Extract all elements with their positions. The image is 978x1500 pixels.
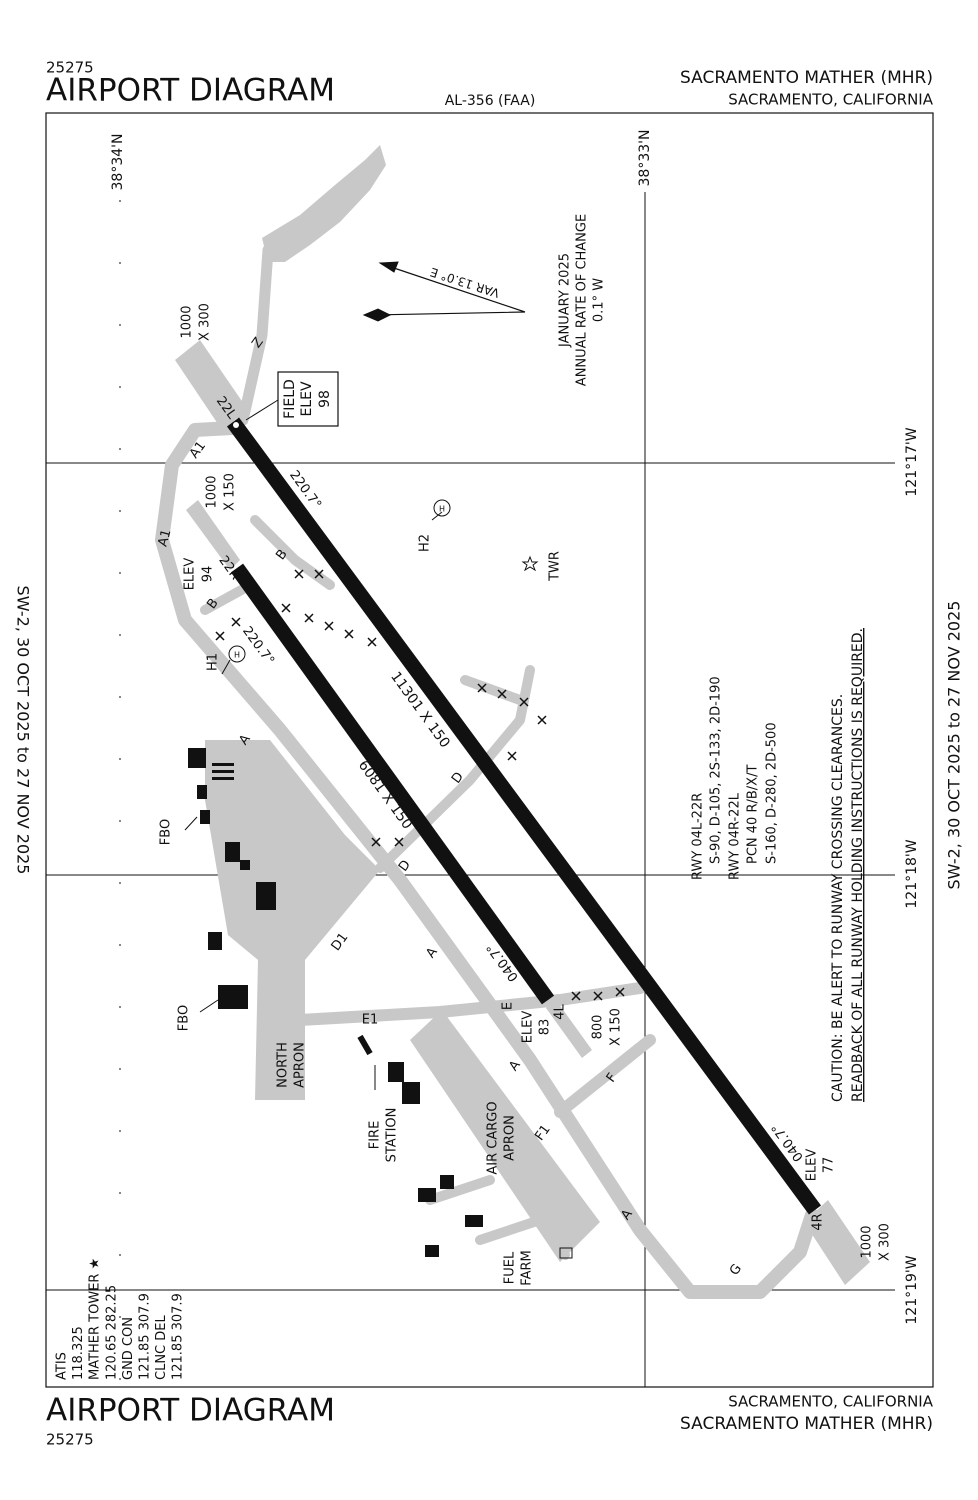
date: JANUARY 2025 [558, 253, 573, 348]
field-elev: 98 [317, 390, 333, 408]
var: VAR 13.0° E [428, 265, 501, 301]
taxiways: D1 [329, 930, 352, 954]
taxiways: E [501, 1002, 516, 1010]
elev-south: 77 [822, 1157, 837, 1174]
runway-info: S-160, D-280, 2D-500 [765, 722, 780, 864]
elev-south: 83 [538, 1019, 553, 1036]
elev-south: ELEV [521, 1011, 536, 1044]
extension-south: X 150 [609, 1008, 624, 1046]
fuel-farm: FARM [520, 1250, 535, 1285]
communications: 121.85 307.9 [138, 1293, 153, 1380]
heading-north: 220.7° [239, 624, 277, 668]
h2: H2 [418, 534, 433, 552]
airport: SACRAMENTO MATHER (MHR) [680, 1414, 933, 1434]
twr: TWR [548, 551, 563, 582]
rate-label: ANNUAL RATE OF CHANGE [575, 214, 590, 386]
taxiways: G [727, 1262, 745, 1279]
caution: CAUTION: BE ALERT TO RUNWAY CROSSING CLE… [830, 694, 846, 1102]
fuel-farm: FUEL [503, 1251, 518, 1284]
elev-south: ELEV [805, 1149, 820, 1182]
fire-station: FIRE [368, 1121, 383, 1150]
coordinates: 38°34'N [110, 134, 126, 191]
right: SW-2, 30 OCT 2025 to 27 NOV 2025 [945, 601, 964, 890]
runway-info: S-90, D-105, 2S-133, 2D-190 [709, 676, 724, 864]
field-elev: FIELD [282, 379, 298, 419]
blast-south: 1000 [860, 1225, 875, 1258]
north-apron: APRON [293, 1042, 308, 1088]
taxiways [155, 145, 870, 1299]
communications: 120.65 282.25 [104, 1285, 119, 1380]
fire-station: STATION [385, 1108, 400, 1163]
runway-info: RWY 04L-22R [691, 793, 706, 880]
communications: 118.325 [71, 1326, 86, 1380]
number: 25275 [46, 1431, 94, 1449]
airport: SACRAMENTO MATHER (MHR) [680, 68, 933, 88]
fbo: FBO [177, 1005, 192, 1031]
extension-north: X 150 [223, 473, 238, 511]
communications: ATIS [55, 1352, 70, 1380]
coordinates: 121°18'W [904, 839, 920, 908]
heliports: H [234, 651, 240, 660]
title: AIRPORT DIAGRAM [46, 73, 335, 109]
coordinates: 121°17'W [904, 427, 920, 496]
communications: CLNC DEL [154, 1315, 169, 1380]
extension-south: 800 [591, 1015, 606, 1040]
taxiways: A [423, 945, 440, 961]
caution: READBACK OF ALL RUNWAY HOLDING INSTRUCTI… [850, 628, 866, 1102]
procedure: AL-356 (FAA) [445, 93, 536, 109]
city: SACRAMENTO, CALIFORNIA [728, 91, 934, 109]
symbols [184, 261, 573, 1259]
communications: MATHER TOWER ★ [88, 1258, 103, 1380]
hold-markings [215, 569, 625, 1001]
taxiways: F1 [532, 1122, 553, 1144]
taxiways: A [506, 1058, 523, 1074]
north-apron: NORTH [276, 1042, 291, 1088]
elev-north: 94 [201, 566, 216, 583]
rate: 0.1° W [592, 278, 607, 322]
title: AIRPORT DIAGRAM [46, 1393, 335, 1429]
buildings [188, 748, 483, 1257]
elev-north: ELEV [183, 558, 198, 591]
communications: 121.85 307.9 [171, 1293, 186, 1380]
city: SACRAMENTO, CALIFORNIA [728, 1393, 934, 1411]
taxiways: A1 [156, 528, 175, 548]
runway-info: PCN 40 R/B/X/T [746, 765, 761, 864]
air-cargo-apron: APRON [503, 1115, 518, 1161]
end-south: 4R [811, 1213, 826, 1230]
field-elev: ELEV [299, 381, 315, 416]
heliports: H [439, 505, 445, 514]
blast-north: X 300 [198, 303, 213, 341]
left: SW-2, 30 OCT 2025 to 27 NOV 2025 [14, 586, 33, 875]
coordinates: 121°19'W [904, 1255, 920, 1324]
extension-north: 1000 [205, 475, 220, 508]
blast-north: 1000 [180, 305, 195, 338]
end-south: 4L [553, 1003, 568, 1019]
blast-south: X 300 [878, 1223, 893, 1261]
coordinates: 38°33'N [637, 130, 653, 187]
air-cargo-apron: AIR CARGO [486, 1101, 501, 1174]
fbo: FBO [159, 819, 174, 845]
frame [45, 112, 934, 1388]
runway-info: RWY 04R-22L [728, 792, 743, 880]
number: 25275 [46, 59, 94, 77]
h1: H1 [206, 653, 221, 671]
communications: GND CON [121, 1317, 136, 1380]
runways [226, 417, 822, 1215]
taxiways: E1 [362, 1013, 379, 1028]
